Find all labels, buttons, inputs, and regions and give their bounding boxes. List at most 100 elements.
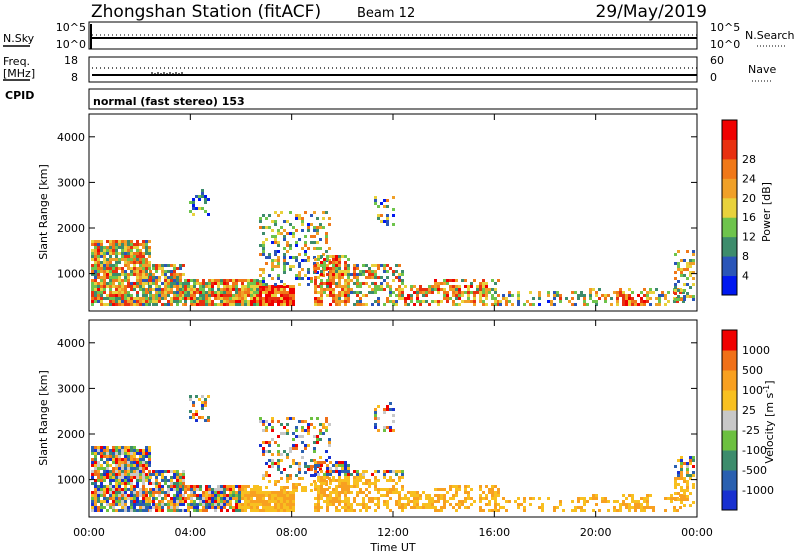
heatmap-cell	[362, 473, 365, 476]
heatmap-cell	[674, 492, 677, 495]
heatmap-cell	[262, 232, 265, 235]
heatmap-cell	[674, 480, 677, 483]
heatmap-cell	[229, 494, 232, 497]
heatmap-cell	[161, 491, 164, 494]
heatmap-cell	[262, 506, 265, 509]
heatmap-cell	[341, 482, 344, 485]
heatmap-cell	[577, 297, 580, 300]
heatmap-cell	[622, 303, 625, 306]
heatmap-cell	[118, 482, 121, 485]
heatmap-cell	[649, 288, 652, 291]
heatmap-cell	[192, 198, 195, 201]
heatmap-cell	[112, 485, 115, 488]
heatmap-cell	[476, 288, 479, 291]
heatmap-cell	[121, 491, 124, 494]
heatmap-cell	[310, 235, 313, 238]
heatmap-cell	[559, 300, 562, 303]
heatmap-cell	[428, 503, 431, 506]
heatmap-cell	[127, 467, 130, 470]
heatmap-cell	[130, 500, 133, 503]
heatmap-cell	[268, 226, 271, 229]
heatmap-cell	[313, 262, 316, 265]
heatmap-cell	[499, 506, 502, 509]
heatmap-cell	[229, 488, 232, 491]
heatmap-cell	[173, 503, 176, 506]
heatmap-cell	[344, 491, 347, 494]
heatmap-cell	[434, 300, 437, 303]
heatmap-cell	[204, 195, 207, 198]
heatmap-cell	[253, 303, 256, 306]
heatmap-cell	[259, 417, 262, 420]
sky-left-label: N.Sky	[3, 32, 35, 45]
heatmap-cell	[223, 279, 226, 282]
heatmap-cell	[485, 288, 488, 291]
heatmap-cell	[201, 189, 204, 192]
heatmap-cell	[314, 497, 317, 500]
heatmap-cell	[347, 467, 350, 470]
heatmap-cell	[148, 240, 151, 243]
heatmap-cell	[386, 223, 389, 226]
heatmap-cell	[283, 259, 286, 262]
heatmap-cell	[664, 297, 667, 300]
heatmap-cell	[133, 455, 136, 458]
heatmap-cell	[398, 506, 401, 509]
heatmap-cell	[244, 494, 247, 497]
heatmap-cell	[139, 467, 142, 470]
heatmap-cell	[335, 300, 338, 303]
heatmap-cell	[523, 497, 526, 500]
heatmap-cell	[292, 265, 295, 268]
heatmap-cell	[205, 497, 208, 500]
heatmap-cell	[118, 300, 121, 303]
heatmap-cell	[265, 303, 268, 306]
heatmap-cell	[488, 288, 491, 291]
heatmap-cell	[637, 506, 640, 509]
heatmap-cell	[265, 294, 268, 297]
heatmap-cell	[292, 417, 295, 420]
heatmap-cell	[368, 276, 371, 279]
heatmap-cell	[434, 509, 437, 512]
heatmap-cell	[226, 500, 229, 503]
heatmap-cell	[401, 297, 404, 300]
heatmap-cell	[204, 419, 207, 422]
heatmap-cell	[286, 423, 289, 426]
heatmap-cell	[170, 479, 173, 482]
heatmap-cell	[347, 500, 350, 503]
heatmap-cell	[142, 264, 145, 267]
heatmap-cell	[152, 282, 155, 285]
heatmap-cell	[292, 509, 295, 512]
heatmap-cell	[139, 449, 142, 452]
heatmap-cell	[149, 300, 152, 303]
heatmap-cell	[326, 282, 329, 285]
heatmap-cell	[386, 199, 389, 202]
heatmap-cell	[112, 249, 115, 252]
heatmap-cell	[289, 211, 292, 214]
heatmap-cell	[94, 246, 97, 249]
heatmap-cell	[192, 401, 195, 404]
heatmap-cell	[253, 491, 256, 494]
heatmap-cell	[91, 452, 94, 455]
heatmap-cell	[124, 464, 127, 467]
nave-right-label: Nave	[748, 63, 776, 76]
heatmap-cell	[142, 297, 145, 300]
heatmap-cell	[325, 426, 328, 429]
heatmap-cell	[202, 497, 205, 500]
heatmap-cell	[467, 297, 470, 300]
heatmap-cell	[622, 500, 625, 503]
heatmap-cell	[182, 494, 185, 497]
heatmap-cell	[643, 303, 646, 306]
heatmap-cell	[208, 294, 211, 297]
heatmap-cell	[259, 280, 262, 283]
heatmap-cell	[265, 491, 268, 494]
heatmap-cell	[201, 192, 204, 195]
heatmap-cell	[271, 497, 274, 500]
heatmap-cell	[368, 485, 371, 488]
heatmap-cell	[329, 500, 332, 503]
heatmap-cell	[298, 253, 301, 256]
heatmap-cell	[494, 491, 497, 494]
heatmap-cell	[631, 497, 634, 500]
heatmap-cell	[338, 491, 341, 494]
heatmap-cell	[416, 494, 419, 497]
velocity-ylabel: Slant Range [km]	[37, 370, 50, 466]
heatmap-cell	[338, 282, 341, 285]
heatmap-cell	[106, 473, 109, 476]
